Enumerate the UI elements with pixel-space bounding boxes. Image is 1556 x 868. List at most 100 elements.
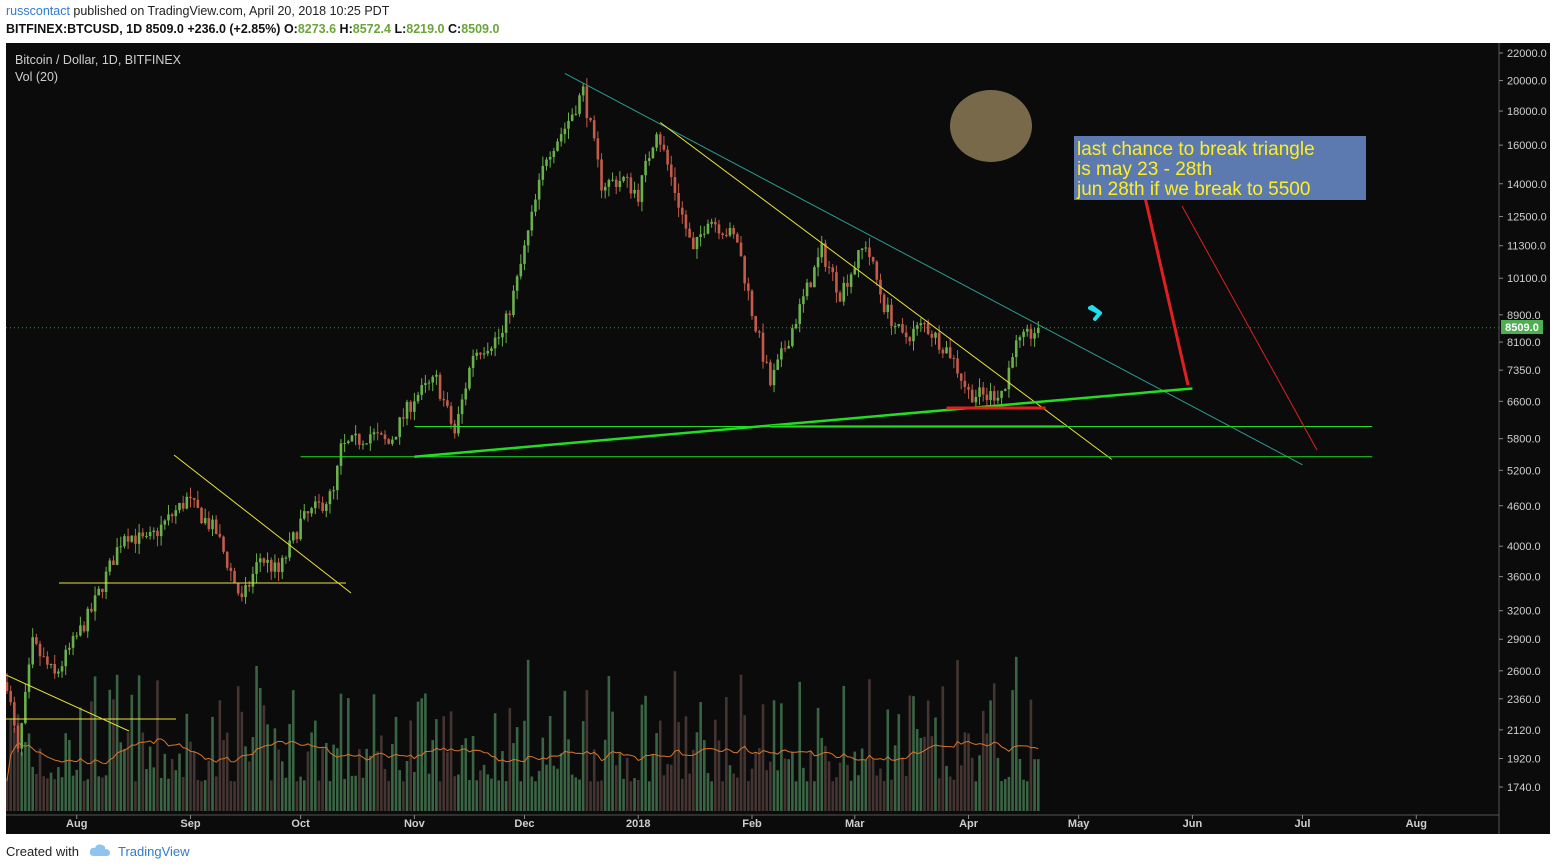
volume-bar [915,729,919,811]
candle-body [214,519,218,534]
volume-bar [691,749,695,811]
candle-body [915,325,919,329]
volume-bar [662,775,666,811]
candle-body [299,518,302,540]
volume-bar [387,780,390,811]
candle-body [864,247,868,249]
volume-bar [963,732,967,811]
candle-body [930,333,934,338]
candle-body [130,535,134,542]
candle-body [923,323,926,325]
candle-body [754,316,757,332]
volume-bar [798,681,802,811]
volume-bar [736,777,739,811]
volume-bar [20,752,23,811]
x-tick-label: Oct [291,818,310,830]
candle-body [156,530,159,537]
volume-bar [398,770,401,811]
candle-body [321,502,324,511]
candle-body [530,211,534,231]
candle-body [805,282,809,297]
candle-body [387,439,390,444]
volume-bar [728,765,732,811]
volume-bar [302,780,306,811]
candle-body [446,400,449,407]
volume-bar [838,762,842,811]
candle-body [736,234,739,243]
volume-bar [299,776,302,811]
candle-body [519,263,523,277]
volume-bar [339,693,343,811]
volume-bar [655,733,658,811]
candle-body [625,176,629,178]
candle-body [126,536,130,542]
volume-bar [831,781,835,811]
volume-bar [266,724,269,811]
volume-bar [710,781,713,811]
candle-body [376,432,379,434]
candle-body [680,207,684,215]
candle-body [501,332,504,338]
volume-bar [556,768,559,811]
volume-bar [126,732,130,811]
volume-bar [1007,776,1011,811]
candle-body [427,382,431,384]
candle-body [1036,327,1040,334]
candle-body [75,635,79,637]
candle-body [585,86,589,119]
candle-body [46,656,49,665]
candle-body [787,346,791,349]
volume-bar [970,757,974,811]
candle-body [302,511,306,519]
candle-body [343,443,346,445]
volume-bar [523,720,526,811]
volume-bar [53,779,57,811]
volume-bar [31,766,34,811]
author-link[interactable]: russcontact [6,4,70,18]
candle-body [868,247,871,258]
volume-bar [816,707,820,811]
candle-body [644,160,647,176]
cursor-arrow-icon [1088,305,1102,321]
candle-body [908,337,912,342]
volume-bar [1029,699,1033,811]
candle-body [978,387,981,397]
volume-bar [86,779,90,811]
volume-bar [108,689,112,811]
annotation-box[interactable]: last chance to break triangle is may 23 … [1074,136,1366,200]
price-chart[interactable]: 22000.0 20000.0 18000.0 16000.0 14000.0 12500… [5,43,1550,834]
y-tick-label: 10100.0 [1507,273,1547,285]
candle-body [460,399,464,415]
volume-bar [548,716,552,811]
volume-bar [791,752,794,811]
candle-body [563,128,567,135]
candle-body [651,147,655,159]
volume-bar [530,776,534,811]
candle-body [244,585,247,598]
candle-body [684,214,688,229]
high-label: H: [339,22,353,36]
annotation-line-3: jun 28th if we break to 5500 [1076,179,1310,200]
low-label: L: [394,22,407,36]
volume-bar [233,781,236,811]
chart-area[interactable]: 22000.0 20000.0 18000.0 16000.0 14000.0 12500… [5,43,1550,834]
volume-bar [541,737,545,811]
volume-bar [600,780,603,811]
volume-bar [618,753,622,811]
candle-body [380,433,383,435]
trendline-ascending-support [414,387,1193,458]
candle-body [1025,328,1029,332]
candle-body [589,118,592,121]
y-tick-label: 1920.0 [1507,754,1541,766]
candle-body [280,557,284,573]
candle-body [86,608,90,632]
candle-body [523,245,526,264]
volume-bar [761,704,765,811]
candle-body [857,250,860,269]
volume-bar [134,781,137,811]
candle-body [614,179,618,187]
volume-bar [427,773,431,811]
candle-body [424,383,427,386]
volume-bar [567,739,570,811]
tradingview-link[interactable]: TradingView [118,844,190,859]
